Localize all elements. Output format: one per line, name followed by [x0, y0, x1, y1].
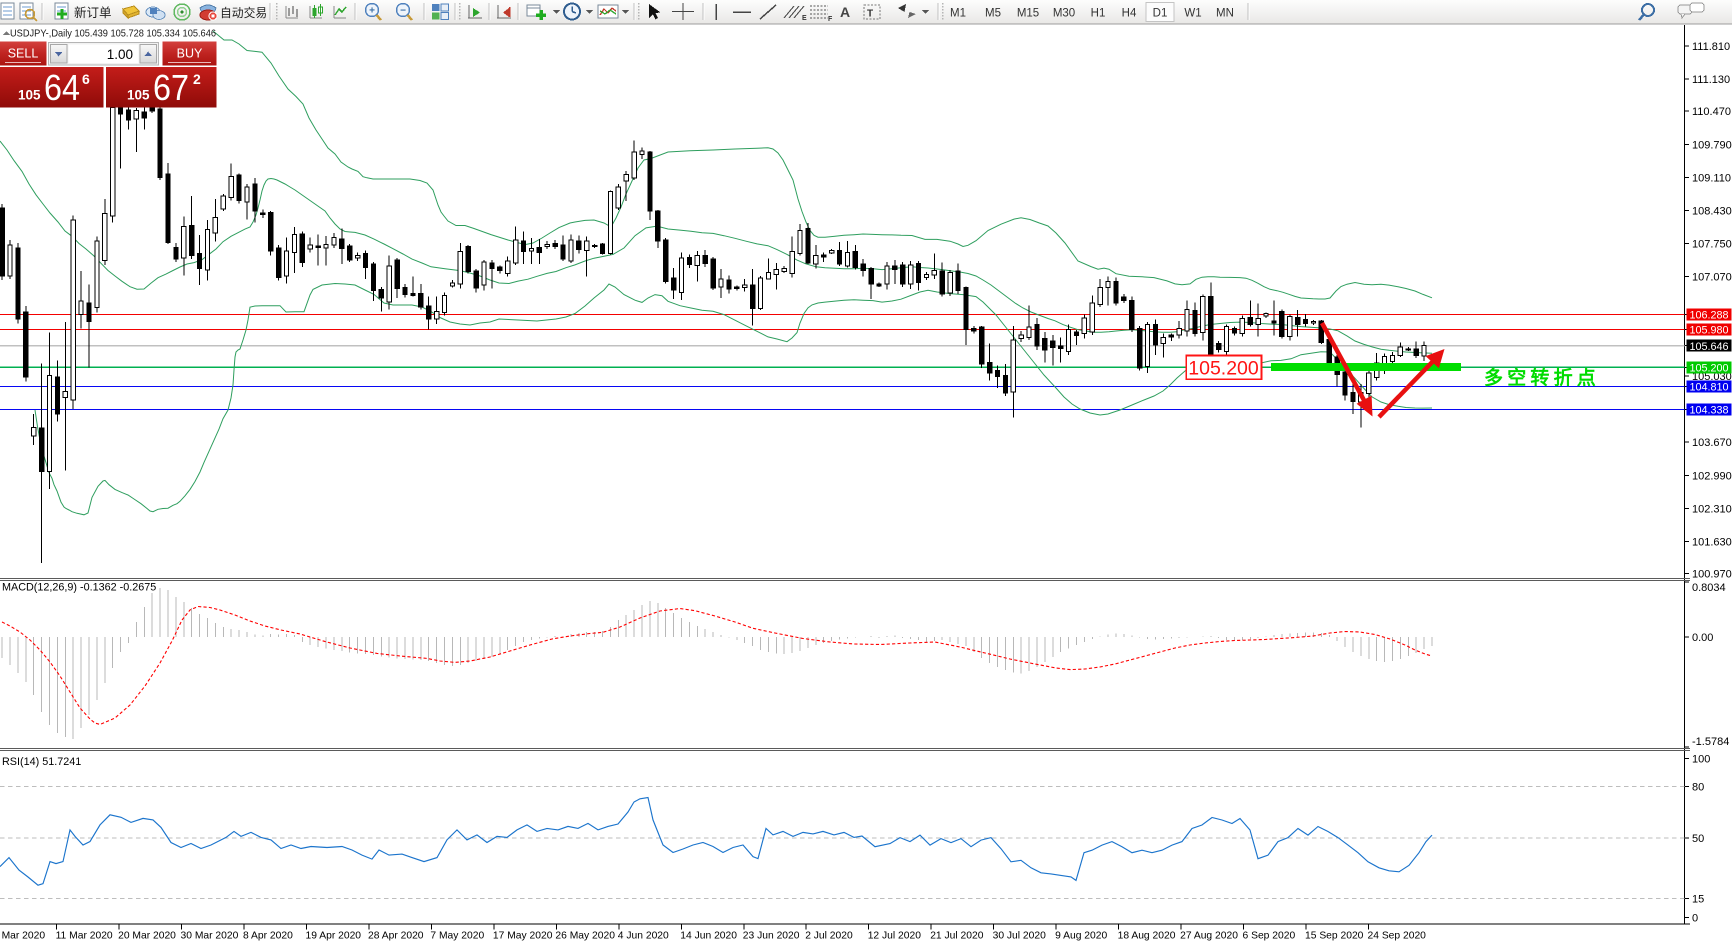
svg-text:105: 105	[18, 88, 41, 103]
svg-text:103.670: 103.670	[1692, 437, 1732, 449]
svg-text:4 Jun 2020: 4 Jun 2020	[618, 931, 669, 942]
svg-text:27 Aug 2020: 27 Aug 2020	[1180, 931, 1238, 942]
svg-text:104.338: 104.338	[1690, 405, 1729, 417]
svg-text:M5: M5	[985, 8, 1001, 20]
svg-text:新订单: 新订单	[74, 5, 112, 20]
svg-text:USDJPY-,Daily 105.439 105.728: USDJPY-,Daily 105.439 105.728 105.334 10…	[10, 28, 216, 40]
svg-text:M15: M15	[1017, 8, 1039, 20]
svg-text:20 Mar 2020: 20 Mar 2020	[118, 931, 176, 942]
svg-text:107.750: 107.750	[1692, 239, 1732, 251]
svg-text:0: 0	[1692, 913, 1698, 925]
svg-text:E: E	[802, 15, 807, 22]
svg-text:110.470: 110.470	[1692, 106, 1731, 118]
svg-text:105.200: 105.200	[1188, 358, 1259, 380]
svg-text:23 Jun 2020: 23 Jun 2020	[743, 931, 800, 942]
svg-text:102.310: 102.310	[1692, 503, 1732, 515]
svg-text:64: 64	[44, 67, 80, 108]
svg-text:SELL: SELL	[8, 47, 39, 61]
svg-text:W1: W1	[1184, 8, 1201, 20]
svg-text:100.970: 100.970	[1692, 569, 1732, 581]
svg-text:15: 15	[1692, 894, 1704, 906]
svg-text:1.00: 1.00	[107, 47, 133, 62]
svg-text:30 Mar 2020: 30 Mar 2020	[181, 931, 239, 942]
svg-text:100: 100	[1692, 754, 1710, 766]
svg-text:28 Apr 2020: 28 Apr 2020	[368, 931, 424, 942]
svg-text:MN: MN	[1216, 8, 1234, 20]
svg-text:M30: M30	[1053, 8, 1075, 20]
svg-text:BUY: BUY	[177, 47, 203, 61]
svg-text:0.00: 0.00	[1692, 632, 1713, 644]
svg-text:6: 6	[82, 71, 90, 87]
svg-text:67: 67	[153, 67, 189, 108]
svg-text:多空转折点: 多空转折点	[1484, 366, 1600, 389]
svg-text:19 Apr 2020: 19 Apr 2020	[306, 931, 362, 942]
svg-text:17 May 2020: 17 May 2020	[493, 931, 553, 942]
svg-text:18 Aug 2020: 18 Aug 2020	[1118, 931, 1176, 942]
svg-text:H1: H1	[1091, 8, 1106, 20]
svg-text:RSI(14) 51.7241: RSI(14) 51.7241	[2, 756, 81, 768]
svg-text:107.070: 107.070	[1692, 272, 1732, 284]
svg-text:105.646: 105.646	[1690, 341, 1729, 353]
svg-text:109.110: 109.110	[1692, 172, 1731, 184]
svg-text:105.200: 105.200	[1690, 363, 1729, 375]
svg-text:D1: D1	[1153, 8, 1168, 20]
svg-text:7 May 2020: 7 May 2020	[430, 931, 484, 942]
svg-text:50: 50	[1692, 833, 1704, 845]
svg-text:F: F	[828, 16, 833, 23]
svg-text:111.810: 111.810	[1692, 41, 1730, 53]
svg-text:102.990: 102.990	[1692, 470, 1732, 482]
svg-text:9 Aug 2020: 9 Aug 2020	[1055, 931, 1107, 942]
svg-text:108.430: 108.430	[1692, 206, 1732, 218]
svg-text:2 Jul 2020: 2 Jul 2020	[805, 931, 853, 942]
svg-text:T: T	[867, 9, 873, 20]
svg-text:A: A	[840, 4, 850, 20]
svg-text:105.980: 105.980	[1690, 325, 1729, 337]
svg-text:H4: H4	[1122, 8, 1137, 20]
svg-text:105: 105	[127, 88, 150, 103]
svg-text:12 Jul 2020: 12 Jul 2020	[868, 931, 922, 942]
svg-text:21 Jul 2020: 21 Jul 2020	[930, 931, 984, 942]
svg-text:0.8034: 0.8034	[1692, 582, 1726, 594]
svg-text:14 Jun 2020: 14 Jun 2020	[680, 931, 737, 942]
svg-text:80: 80	[1692, 782, 1704, 794]
svg-text:M1: M1	[950, 8, 966, 20]
svg-text:−: −	[400, 6, 406, 17]
svg-text:24 Sep 2020: 24 Sep 2020	[1368, 931, 1427, 942]
svg-text:26 May 2020: 26 May 2020	[555, 931, 615, 942]
svg-text:+: +	[369, 6, 375, 17]
svg-text:8 Mar 2020: 8 Mar 2020	[0, 931, 45, 942]
svg-text:101.630: 101.630	[1692, 537, 1732, 549]
svg-text:8 Apr 2020: 8 Apr 2020	[243, 931, 293, 942]
svg-text:105.030: 105.030	[1692, 371, 1732, 383]
svg-text:111.130: 111.130	[1692, 74, 1730, 86]
svg-text:109.790: 109.790	[1692, 139, 1732, 151]
svg-text:自动交易: 自动交易	[220, 6, 267, 20]
svg-text:30 Jul 2020: 30 Jul 2020	[993, 931, 1047, 942]
svg-text:15 Sep 2020: 15 Sep 2020	[1305, 931, 1364, 942]
svg-text:-1.5784: -1.5784	[1692, 736, 1729, 748]
svg-text:2: 2	[193, 71, 201, 87]
svg-text:6 Sep 2020: 6 Sep 2020	[1243, 931, 1296, 942]
svg-text:106.288: 106.288	[1690, 310, 1729, 322]
svg-text:104.810: 104.810	[1690, 382, 1729, 394]
svg-text:11 Mar 2020: 11 Mar 2020	[56, 931, 113, 942]
svg-text:MACD(12,26,9) -0.1362 -0.2675: MACD(12,26,9) -0.1362 -0.2675	[2, 582, 156, 594]
